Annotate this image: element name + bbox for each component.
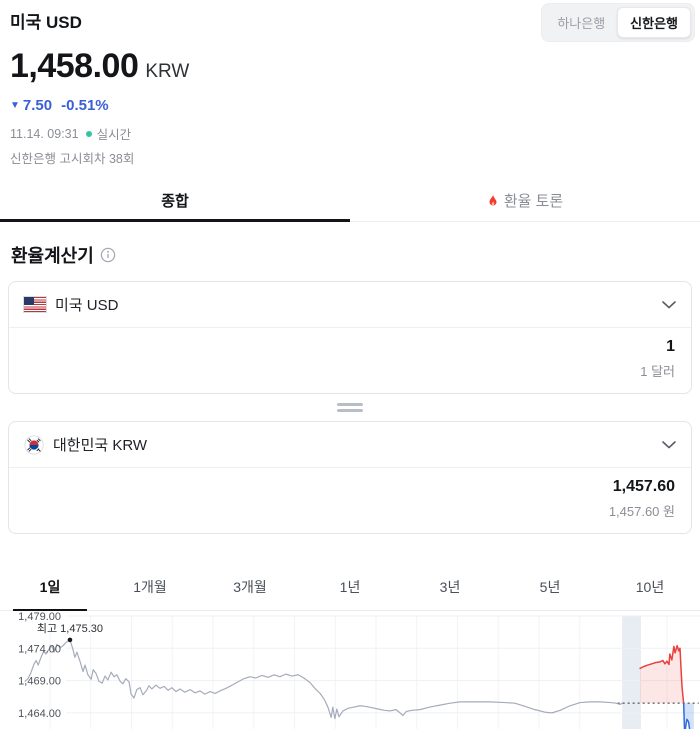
swap-bar — [337, 409, 363, 412]
period-tabs: 1일 1개월 3개월 1년 3년 5년 10년 — [0, 563, 700, 611]
high-marker-dot — [67, 637, 73, 643]
tab-discussion-label: 환율 토론 — [503, 193, 564, 210]
tab-overview[interactable]: 종합 — [0, 180, 350, 222]
bank-toggle: 하나은행 신한은행 — [541, 3, 695, 42]
period-tab-1m[interactable]: 1개월 — [100, 563, 200, 610]
period-tab-3y[interactable]: 3년 — [400, 563, 500, 610]
change-percent: -0.51% — [61, 97, 109, 114]
currency-card-from: 미국 USD 1 1 달러 — [8, 281, 692, 394]
change-value: 7.50 — [22, 97, 53, 114]
fill-today-above-close — [640, 645, 684, 704]
period-tab-10y[interactable]: 10년 — [600, 563, 700, 610]
info-icon[interactable] — [100, 247, 116, 263]
kr-flag-icon — [24, 434, 44, 455]
rate-change: ▼ 7.50 -0.51% — [10, 97, 690, 114]
exchange-rate-chart-svg: 1011121314151617181920212223091,479.001,… — [18, 611, 700, 729]
chevron-down-icon — [662, 300, 676, 308]
swap-bar — [337, 403, 363, 406]
quote-timestamp: 11.14. 09:31 — [10, 126, 79, 141]
period-tab-label: 1개월 — [133, 579, 167, 595]
y-tick-label: 1,474.00 — [18, 643, 61, 655]
realtime-label: 실시간 — [96, 128, 132, 142]
calculator-title: 환율계산기 — [11, 246, 94, 266]
exchange-calculator: 환율계산기 미국 USD 1 1 달러 — [0, 222, 700, 534]
bank-tab-shinhan[interactable]: 신한은행 — [617, 7, 691, 38]
period-tab-1d[interactable]: 1일 — [0, 563, 100, 611]
period-tab-3m[interactable]: 3개월 — [200, 563, 300, 610]
amount-sub-krw: 1,457.60 원 — [608, 504, 675, 519]
period-tab-label: 1년 — [339, 579, 361, 595]
page-title: 미국 USD — [10, 13, 82, 32]
currency-selector-krw[interactable]: 대한민국 KRW — [9, 422, 691, 468]
period-tab-5y[interactable]: 5년 — [500, 563, 600, 610]
quote-round: 신한은행 고시회차 38회 — [10, 152, 135, 166]
bank-tab-hana[interactable]: 하나은행 — [545, 8, 617, 37]
down-arrow-icon: ▼ — [10, 100, 20, 111]
y-tick-label: 1,479.00 — [18, 611, 61, 623]
y-tick-label: 1,464.00 — [18, 708, 61, 720]
quote-meta: 11.14. 09:31 실시간 신한은행 고시회차 38회 — [10, 124, 690, 167]
currency-selector-usd[interactable]: 미국 USD — [9, 282, 691, 328]
amount-value-krw: 1,457.60 — [612, 478, 675, 495]
price-row: 1,458.00 KRW — [10, 47, 690, 86]
amount-input-usd[interactable]: 1 1 달러 — [9, 328, 691, 393]
current-rate: 1,458.00 — [10, 47, 139, 85]
rate-unit: KRW — [145, 61, 190, 82]
title-row: 미국 USD 하나은행 신한은행 — [10, 3, 695, 42]
period-tab-label: 1일 — [39, 579, 61, 595]
y-tick-label: 1,469.00 — [18, 676, 61, 688]
amount-value-usd: 1 — [666, 338, 675, 355]
currency-from-label: 미국 USD — [55, 297, 119, 314]
market-break-band — [622, 616, 641, 729]
high-annotation: 최고 1,475.30 — [37, 622, 103, 635]
tab-overview-label: 종합 — [161, 193, 189, 210]
realtime-dot-icon — [85, 130, 92, 137]
tab-discussion[interactable]: 환율 토론 — [350, 180, 700, 221]
flame-icon — [489, 194, 497, 205]
period-tab-label: 3개월 — [233, 579, 267, 595]
chevron-down-icon — [662, 440, 676, 448]
calculator-header: 환율계산기 — [8, 236, 692, 281]
amount-sub-usd: 1 달러 — [640, 364, 675, 379]
main-tabs: 종합 환율 토론 — [0, 180, 700, 222]
period-tab-label: 5년 — [539, 579, 561, 595]
chart-section: 1일 1개월 3개월 1년 3년 5년 10년 1011121314151617… — [0, 563, 700, 729]
period-tab-1y[interactable]: 1년 — [300, 563, 400, 610]
period-tab-label: 10년 — [635, 579, 665, 595]
currency-to-label: 대한민국 KRW — [53, 437, 148, 454]
period-tab-label: 3년 — [439, 579, 461, 595]
quote-header: 미국 USD 하나은행 신한은행 1,458.00 KRW ▼ 7.50 -0.… — [0, 0, 700, 167]
series-today-below-close — [682, 702, 691, 729]
swap-handle[interactable] — [8, 394, 692, 421]
currency-card-to: 대한민국 KRW 1,457.60 1,457.60 원 — [8, 421, 692, 534]
amount-output-krw[interactable]: 1,457.60 1,457.60 원 — [9, 468, 691, 533]
series-today-above-close — [639, 644, 685, 704]
series-previous-session — [24, 639, 623, 720]
us-flag-icon — [23, 296, 47, 313]
